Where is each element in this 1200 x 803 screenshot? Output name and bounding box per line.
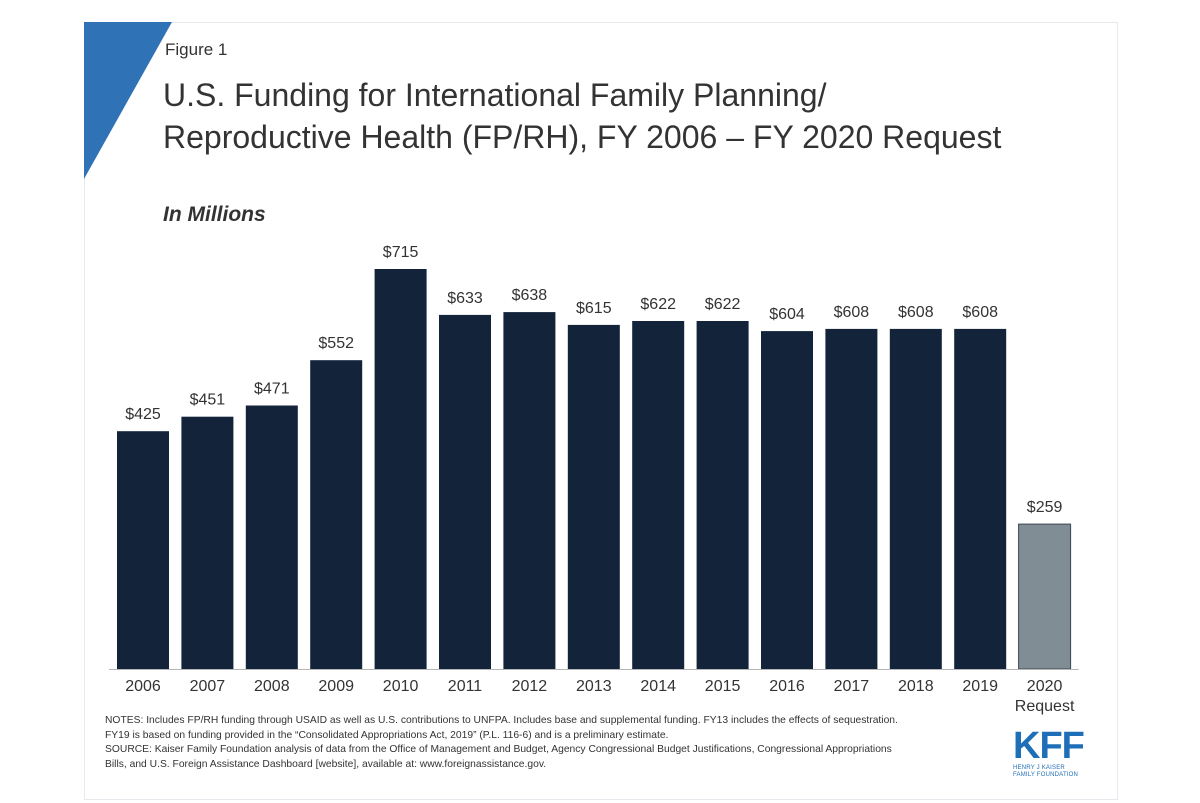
bar xyxy=(503,312,556,669)
data-label: $608 xyxy=(898,304,934,321)
chart-title: U.S. Funding for International Family Pl… xyxy=(163,74,1083,158)
x-tick-label: 2010 xyxy=(383,678,419,695)
bar xyxy=(245,405,298,669)
data-label: $622 xyxy=(640,296,676,313)
bar xyxy=(439,314,491,669)
x-tick-label: 2012 xyxy=(512,678,548,695)
data-label: $552 xyxy=(318,335,354,352)
x-tick-label: 2016 xyxy=(769,678,805,695)
bar xyxy=(825,328,878,669)
bar-request xyxy=(1018,523,1072,670)
data-label: $259 xyxy=(1027,499,1063,516)
x-tick-label: 2007 xyxy=(190,678,226,695)
data-label: $471 xyxy=(254,381,290,398)
kff-subtext: HENRY J KAISER FAMILY FOUNDATION xyxy=(1013,765,1079,778)
x-tick-label: 2009 xyxy=(318,678,354,695)
data-label: $633 xyxy=(447,290,483,307)
x-tick-label: 2013 xyxy=(576,678,612,695)
x-tick-label: 2019 xyxy=(962,678,998,695)
x-tick-label: 2014 xyxy=(640,678,676,695)
x-tick-label: 2008 xyxy=(254,678,290,695)
bar xyxy=(181,416,234,669)
bar xyxy=(310,360,363,669)
data-label: $425 xyxy=(125,406,161,423)
corner-triangle-accent xyxy=(84,22,172,179)
data-label: $604 xyxy=(769,306,805,323)
x-tick-label: 2017 xyxy=(834,678,870,695)
bar xyxy=(632,321,685,669)
x-tick-label: 2020 xyxy=(1027,678,1063,695)
x-tick-label: 2018 xyxy=(898,678,934,695)
data-label: $638 xyxy=(512,287,548,304)
x-tick-label: 2011 xyxy=(448,678,483,695)
bar xyxy=(889,328,942,669)
source-line: SOURCE: Kaiser Family Foundation analysi… xyxy=(105,744,892,756)
kff-wordmark: KFF xyxy=(1013,725,1085,767)
data-label: $451 xyxy=(190,392,226,409)
chart-title-line-2: Reproductive Health (FP/RH), FY 2006 – F… xyxy=(163,119,1002,155)
data-label: $615 xyxy=(576,300,612,317)
data-label: $715 xyxy=(383,244,419,261)
notes-line: FY19 is based on funding provided in the… xyxy=(105,729,669,741)
bar xyxy=(374,269,427,669)
bar xyxy=(696,321,749,669)
figure-label: Figure 1 xyxy=(165,40,228,59)
source-line: Bills, and U.S. Foreign Assistance Dashb… xyxy=(105,758,547,770)
notes-block: NOTES: Includes FP/RH funding through US… xyxy=(105,714,1005,772)
bar xyxy=(761,331,813,669)
x-tick-label: Request xyxy=(1015,698,1075,715)
x-tick-label: 2015 xyxy=(705,678,741,695)
data-label: $622 xyxy=(705,296,741,313)
data-label: $608 xyxy=(834,304,870,321)
x-tick-label: 2006 xyxy=(125,678,161,695)
kff-logo: KFF HENRY J KAISER FAMILY FOUNDATION xyxy=(1013,725,1085,779)
notes-line: NOTES: Includes FP/RH funding through US… xyxy=(105,715,898,726)
bar xyxy=(117,431,169,669)
data-label: $608 xyxy=(962,304,998,321)
bar xyxy=(567,324,620,669)
chart-title-line-1: U.S. Funding for International Family Pl… xyxy=(163,77,827,113)
chart-subtitle: In Millions xyxy=(163,203,266,226)
bar xyxy=(954,328,1007,669)
